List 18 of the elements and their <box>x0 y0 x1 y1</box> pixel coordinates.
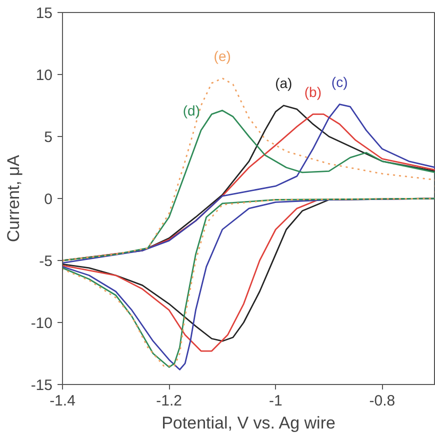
y-tick-label: -15 <box>30 377 53 394</box>
y-tick-label: 0 <box>44 191 52 208</box>
y-tick-label: -5 <box>39 253 53 270</box>
x-axis-title: Potential, V vs. Ag wire <box>162 414 336 432</box>
y-tick-label: 15 <box>36 5 53 22</box>
y-tick-label: 5 <box>44 129 52 146</box>
x-tick-label: -1.2 <box>156 392 182 410</box>
y-tick-label: 10 <box>36 67 53 84</box>
x-tick-label: -1.4 <box>50 392 76 410</box>
x-tick-label: -0.8 <box>369 392 396 410</box>
series-label: (c) <box>331 74 348 90</box>
x-tick-label: -1 <box>268 392 282 410</box>
series-label: (a) <box>275 75 292 92</box>
y-tick-label: -10 <box>30 315 53 332</box>
y-axis-title: Current, μA <box>4 154 23 242</box>
series-label: (b) <box>304 84 322 100</box>
series-label: (d) <box>182 102 200 118</box>
series-label: (e) <box>214 48 231 64</box>
